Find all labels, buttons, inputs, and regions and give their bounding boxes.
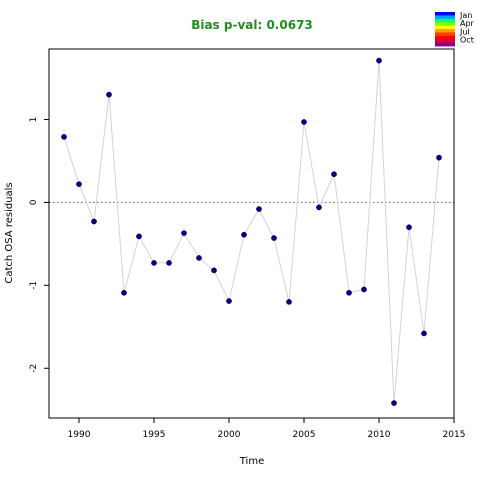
residual-point — [316, 204, 322, 211]
residual-point — [391, 400, 397, 406]
residual-point — [76, 181, 82, 188]
residual-point — [181, 230, 187, 236]
legend-color-swatch — [435, 22, 455, 26]
plot-frame — [48, 48, 455, 419]
residual-point — [361, 286, 367, 293]
residual-line — [63, 60, 440, 404]
residual-point — [121, 289, 127, 296]
legend-color-swatch — [435, 15, 455, 20]
residual-point — [166, 260, 172, 266]
residual-point — [271, 235, 277, 241]
residual-point — [196, 255, 202, 261]
y-axis: -2 -1 0 1 — [29, 117, 49, 373]
x-tick-label: 2000 — [218, 430, 241, 440]
x-tick-label: 1990 — [68, 430, 91, 440]
legend-label: Jul — [459, 27, 470, 36]
residual-point — [331, 171, 337, 178]
residual-point — [301, 119, 307, 125]
chart-title: Bias p-val: 0.0673 — [191, 18, 313, 32]
y-tick-label: -1 — [29, 281, 39, 290]
residual-point — [151, 260, 157, 266]
residual-point — [421, 330, 427, 337]
legend-color-swatch — [435, 12, 455, 16]
residual-point — [106, 91, 112, 98]
residual-point — [226, 298, 232, 304]
legend-color-swatch — [435, 29, 455, 33]
residual-point — [241, 231, 247, 238]
residual-point — [376, 57, 382, 64]
x-tick-label: 2015 — [443, 430, 466, 440]
legend-label: Jan — [459, 11, 472, 20]
y-tick-label: 1 — [29, 117, 39, 123]
legend-color-swatch — [435, 32, 455, 37]
residual-point — [406, 224, 412, 231]
legend-color-swatch — [435, 35, 455, 40]
y-axis-title: Catch OSA residuals — [4, 182, 15, 283]
residual-point — [136, 233, 142, 240]
legend-color-swatch — [435, 18, 455, 23]
legend-label: Oct — [460, 36, 474, 45]
x-axis: 1990 1995 2000 2005 2010 2015 — [68, 418, 466, 440]
residual-point — [211, 267, 217, 274]
legend-color-swatch — [435, 39, 455, 43]
y-tick-label: 0 — [29, 199, 39, 205]
x-tick-label: 2005 — [293, 430, 316, 440]
legend-color-swatch — [435, 42, 455, 47]
residual-point — [436, 154, 442, 161]
legend-label: Apr — [460, 19, 475, 28]
y-tick-label: -2 — [29, 364, 39, 373]
x-tick-label: 2010 — [368, 430, 391, 440]
residual-point — [91, 218, 97, 225]
x-tick-label: 1995 — [143, 430, 166, 440]
x-axis-title: Time — [239, 456, 264, 467]
residual-point — [256, 206, 262, 212]
legend-color-swatch — [435, 25, 455, 30]
residual-point — [346, 289, 352, 296]
residual-point — [286, 299, 292, 305]
residual-point — [61, 134, 67, 140]
